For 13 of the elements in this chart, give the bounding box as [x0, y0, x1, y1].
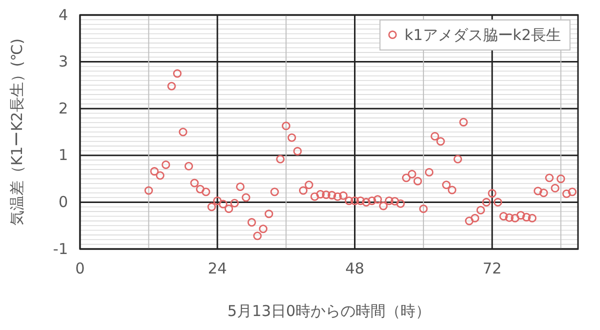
y-tick-label: 3	[58, 52, 68, 71]
x-tick-label: 24	[208, 260, 227, 278]
legend-label: k1アメダス脇ーk2長生	[404, 26, 561, 44]
x-tick-label: 72	[482, 260, 502, 278]
y-tick-label: 1	[58, 146, 68, 164]
x-axis-title: 5月13日0時からの時間（時）	[227, 302, 431, 320]
x-tick-label: 48	[345, 260, 364, 278]
y-axis-title: 気温差（K1ーK2長生）(℃)	[8, 38, 26, 226]
y-tick-label: -1	[53, 240, 68, 258]
y-tick-label: 2	[58, 99, 68, 118]
x-tick-label: 0	[75, 260, 85, 278]
y-tick-label: 0	[58, 193, 68, 211]
y-tick-label: 4	[58, 6, 68, 24]
